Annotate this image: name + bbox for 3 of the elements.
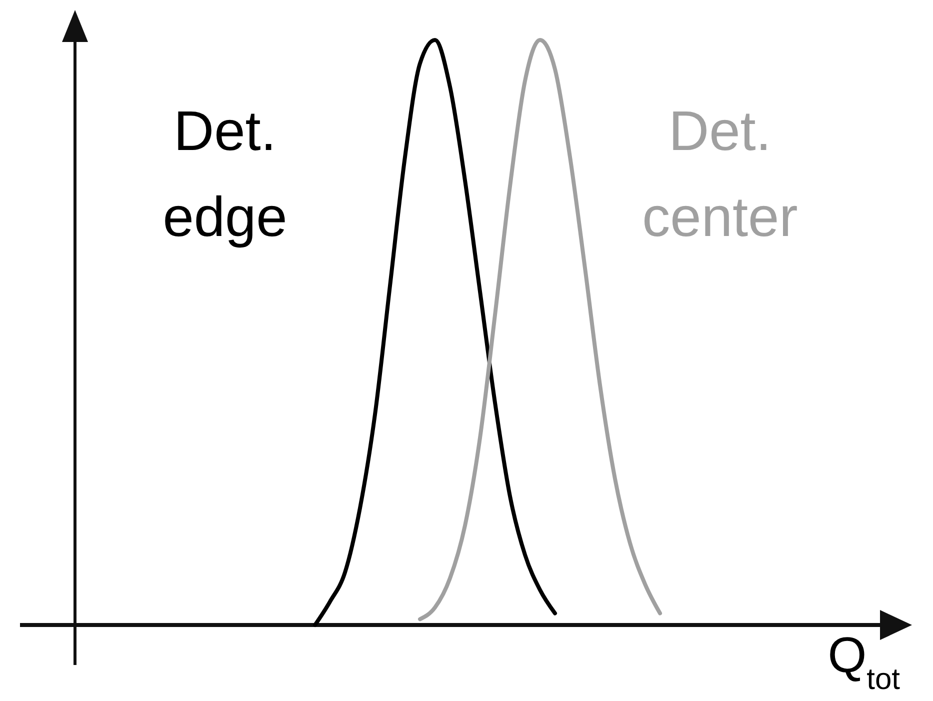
series-label: Det. edge (162, 99, 288, 248)
x-axis-title: Q$_{tot}$ (828, 627, 901, 696)
series-label: Det. center (642, 99, 798, 248)
